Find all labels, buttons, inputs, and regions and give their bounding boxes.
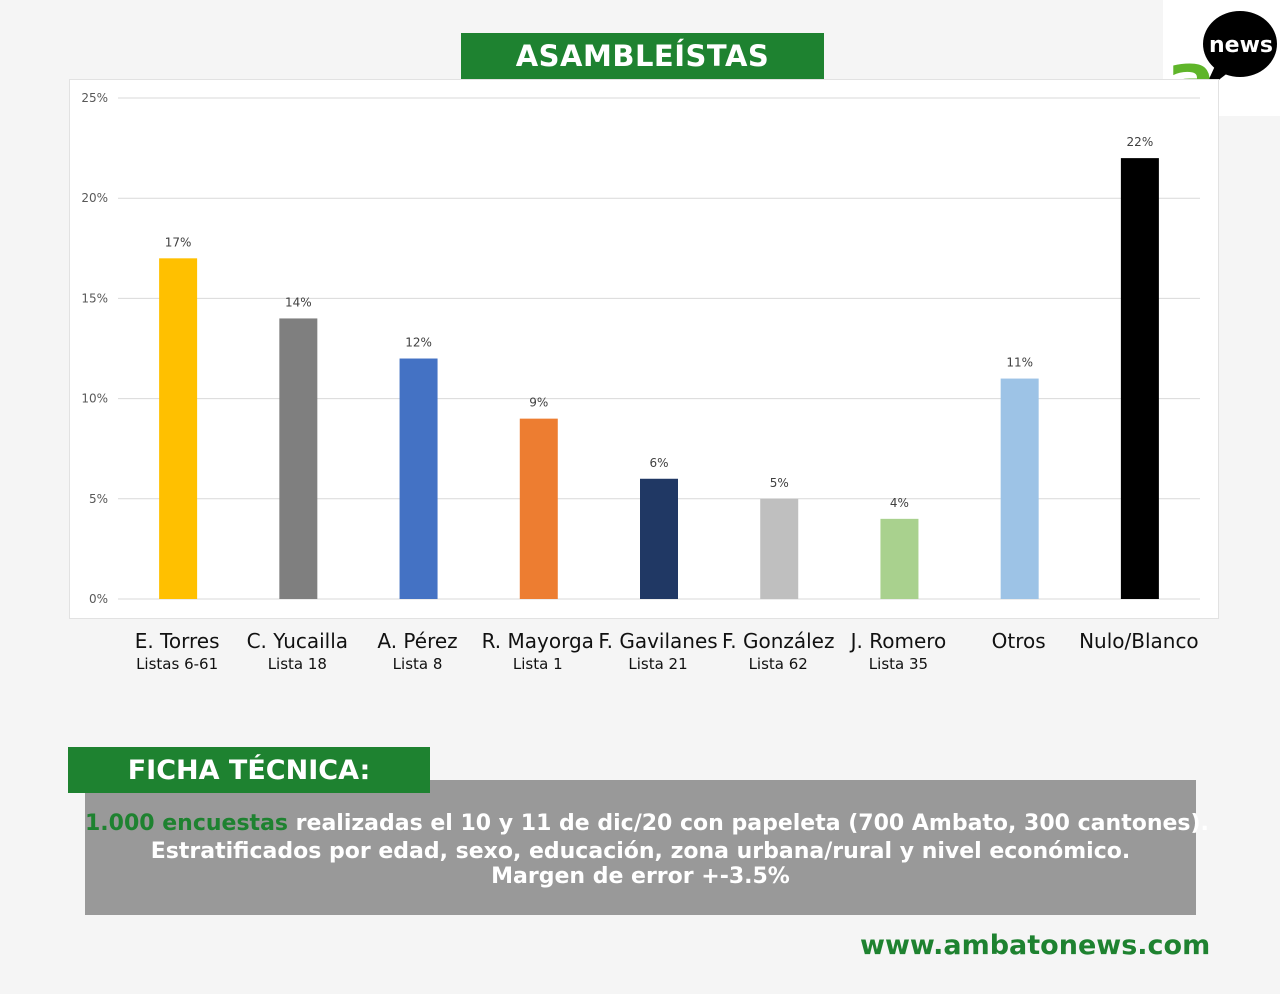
category-label: E. Torres Listas 6-61 [107,628,247,674]
category-name: F. González [721,629,835,653]
y-tick-label: 20% [81,191,108,205]
ficha-line-1-rest: realizadas el 10 y 11 de dic/20 con pape… [288,811,1209,836]
category-label: C. Yucailla Lista 18 [227,628,367,674]
category-name: A. Pérez [377,629,458,653]
data-label: 9% [529,396,548,410]
bar [760,498,799,599]
category-list: Listas 6-61 [136,655,219,673]
data-label: 4% [890,496,909,510]
category-list: Lista 8 [392,655,443,673]
category-label: F. González Lista 62 [708,628,848,674]
ficha-highlight: 1.000 encuestas [85,811,289,836]
category-list: Lista 62 [748,655,808,673]
y-tick-label: 0% [89,592,108,606]
bar [1120,158,1159,599]
category-label: R. Mayorga Lista 1 [468,628,608,674]
category-label: A. Pérez Lista 8 [348,628,488,674]
category-list: Lista 1 [512,655,563,673]
bar [1000,378,1039,599]
data-label: 14% [285,295,312,309]
data-label: 12% [405,336,432,350]
ficha-line-3: Margen de error +-3.5% [491,864,790,889]
category-list: Lista 35 [868,655,929,673]
plot-area: 0% 5% 10% 15% 20% 25% 17% 14% 12% 9% 6% 5% 4% 11% 22% [69,79,1219,619]
category-list: Lista 18 [267,655,327,673]
data-label: 17% [165,235,192,249]
category-label: Nulo/Blanco [1069,628,1209,654]
category-name: E. Torres [134,629,220,653]
data-label: 5% [770,476,789,490]
category-name: J. Romero [850,629,947,653]
y-tick-label: 15% [81,291,108,305]
bar [399,358,438,599]
bar [279,318,318,599]
category-list: Lista 21 [628,655,688,673]
category-label: Otros [949,628,1089,654]
ficha-line-2: Estratificados por edad, sexo, educación… [150,839,1131,864]
data-label: 6% [649,456,668,470]
bar [159,258,198,599]
category-name: R. Mayorga [481,629,594,653]
category-label: F. Gavilanes Lista 21 [588,628,728,674]
website-link[interactable]: www.ambatonews.com [860,930,1211,961]
bar [640,478,678,599]
category-label: J. Romero Lista 35 [828,628,968,674]
bar [519,418,558,599]
y-tick-label: 5% [89,492,108,506]
bar-chart: 0% 5% 10% 15% 20% 25% 17% 14% 12% 9% 6% 5% 4% 11% 22% [81,91,1200,606]
y-tick-label: 25% [81,91,108,105]
ficha-line-1: 1.000 encuestas realizadas el 10 y 11 de… [85,810,1209,838]
ficha-panel: 1.000 encuestas realizadas el 10 y 11 de… [85,780,1209,915]
chart-title: ASAMBLEÍSTAS [461,33,824,79]
logo-news-text: news [1209,33,1273,58]
category-name: Otros [991,629,1046,653]
category-name: F. Gavilanes [598,629,718,653]
ficha-title: FICHA TÉCNICA: [68,747,430,793]
category-name: C. Yucailla [246,629,349,653]
category-name: Nulo/Blanco [1079,629,1199,653]
data-label: 22% [1127,135,1154,149]
bar [880,518,919,599]
data-label: 11% [1006,356,1033,370]
y-tick-label: 10% [81,392,108,406]
